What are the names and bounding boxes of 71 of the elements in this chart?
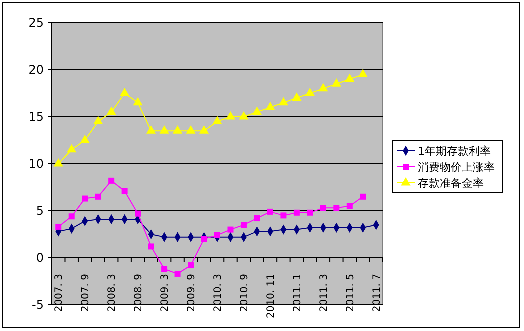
- point: [146, 126, 156, 134]
- point: [94, 116, 104, 124]
- point: [54, 158, 64, 167]
- point: [280, 212, 287, 219]
- y-tick-label: -5: [32, 298, 44, 312]
- point: [360, 194, 366, 200]
- x-tick-label: 2008. 9: [134, 274, 145, 312]
- x-tick-label: 2011. 5: [345, 274, 356, 312]
- x-tick-label: 2010. 9: [239, 274, 250, 312]
- point: [174, 270, 181, 277]
- point: [239, 111, 249, 120]
- point: [172, 126, 183, 134]
- point: [162, 266, 168, 272]
- point: [160, 126, 170, 134]
- point: [186, 126, 196, 134]
- point: [67, 144, 77, 153]
- point: [201, 236, 208, 242]
- y-tick-label: 25: [28, 16, 44, 30]
- point: [212, 116, 222, 124]
- point: [358, 69, 368, 78]
- legend-label: 消费物价上涨率: [418, 161, 495, 174]
- point: [148, 244, 154, 250]
- point: [133, 97, 143, 106]
- point: [120, 88, 130, 96]
- point: [226, 111, 236, 120]
- point: [266, 102, 276, 110]
- x-tick-label: 2009. 3: [160, 274, 172, 312]
- x-tick-label: 2010. 3: [213, 274, 224, 312]
- point: [228, 226, 234, 233]
- x-tick-label: 2009. 9: [186, 274, 198, 312]
- point: [188, 262, 194, 269]
- legend-label: 存款准备金率: [418, 177, 484, 190]
- y-tick-label: 5: [36, 204, 44, 218]
- y-tick-label: 15: [28, 110, 44, 124]
- point: [334, 205, 340, 212]
- x-tick-label: 2011. 7: [372, 274, 383, 312]
- x-tick-label: 2011. 1: [292, 274, 304, 312]
- point: [82, 196, 88, 202]
- point: [199, 126, 210, 134]
- x-tick-label: 2010. 11: [266, 274, 277, 319]
- point: [106, 106, 116, 116]
- point: [214, 232, 220, 238]
- point: [292, 92, 302, 101]
- point: [332, 78, 342, 87]
- y-tick-label: 0: [36, 251, 44, 265]
- point: [307, 210, 314, 216]
- legend-label: 1年期存款利率: [418, 145, 491, 158]
- point: [122, 188, 128, 194]
- point: [305, 88, 315, 96]
- point: [267, 208, 274, 215]
- point: [95, 194, 102, 200]
- point: [240, 222, 247, 228]
- point: [318, 83, 328, 92]
- point: [294, 210, 300, 216]
- x-tick-label: 2011. 3: [318, 274, 330, 312]
- point: [252, 106, 262, 116]
- point: [80, 134, 90, 144]
- point: [108, 178, 115, 184]
- point: [345, 74, 355, 82]
- x-tick-label: 2008. 3: [107, 274, 118, 312]
- x-tick-label: 2007. 9: [80, 274, 92, 312]
- y-tick-label: 10: [28, 157, 44, 171]
- point: [278, 97, 289, 106]
- x-tick-label: 2007. 3: [54, 274, 66, 312]
- point: [346, 203, 353, 210]
- point: [254, 216, 260, 222]
- point: [320, 205, 326, 212]
- y-tick-label: 20: [28, 63, 44, 77]
- point: [56, 224, 62, 230]
- point: [135, 210, 142, 217]
- point: [68, 214, 75, 220]
